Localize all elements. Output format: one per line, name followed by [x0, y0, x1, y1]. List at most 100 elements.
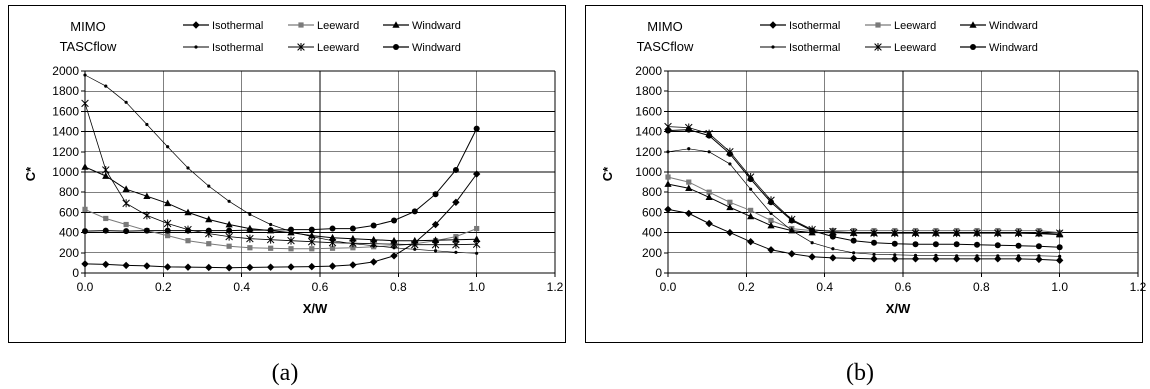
- data-point: [706, 189, 712, 195]
- data-point: [102, 165, 110, 174]
- data-point: [849, 228, 858, 237]
- y-tick-label: 0: [655, 266, 662, 280]
- data-point: [225, 232, 233, 241]
- data-point: [431, 240, 440, 249]
- data-point: [473, 125, 480, 132]
- data-point: [1014, 229, 1023, 238]
- y-tick-label: 0: [72, 266, 79, 280]
- data-point: [726, 203, 734, 211]
- data-point: [749, 187, 753, 191]
- x-tick-label: 0.2: [155, 280, 172, 294]
- data-point: [102, 260, 110, 269]
- data-point: [123, 228, 130, 235]
- data-point: [185, 238, 191, 244]
- data-point: [431, 236, 440, 243]
- data-point: [728, 162, 732, 166]
- data-point: [143, 227, 150, 234]
- legend-entry-label: Isothermal: [212, 20, 263, 32]
- data-point: [975, 254, 979, 258]
- data-point: [747, 176, 754, 183]
- data-point: [665, 127, 671, 134]
- data-point: [767, 221, 775, 229]
- data-point: [974, 241, 981, 248]
- legend-entry-label: Leeward: [894, 42, 936, 54]
- series-line-tascflow-windward: [667, 129, 1060, 248]
- data-point: [872, 252, 876, 256]
- data-point: [349, 239, 357, 248]
- legend-entry-label: Windward: [989, 20, 1038, 32]
- x-tick-label: 1.0: [468, 280, 485, 294]
- axes: [84, 71, 555, 274]
- y-tick-label: 2000: [635, 64, 662, 78]
- data-point: [349, 225, 356, 232]
- panel-caption: (b): [846, 360, 874, 386]
- data-point: [124, 100, 128, 104]
- data-point: [205, 215, 213, 223]
- x-tick-label: 0.0: [77, 280, 94, 294]
- x-tick-label: 0.6: [312, 280, 329, 294]
- y-tick-label: 1200: [635, 145, 662, 159]
- legend-entry-label: Windward: [412, 20, 461, 32]
- data-point: [122, 261, 130, 270]
- y-tick-label: 1200: [52, 145, 79, 159]
- y-tick-label: 1000: [635, 165, 662, 179]
- data-point: [934, 253, 938, 257]
- data-point: [665, 174, 671, 180]
- data-point: [808, 253, 816, 261]
- series-line-tascflow-isothermal: [667, 148, 1060, 257]
- data-point: [474, 225, 480, 232]
- data-point: [431, 220, 440, 229]
- data-point: [911, 229, 920, 238]
- series-line-tascflow-windward: [84, 128, 478, 232]
- data-point: [411, 208, 418, 215]
- legend-swatch-marker: [192, 21, 200, 29]
- data-point: [1016, 254, 1021, 258]
- data-point: [104, 84, 108, 88]
- data-point: [1056, 244, 1063, 251]
- data-point: [1015, 242, 1022, 249]
- y-tick-label: 1600: [52, 104, 79, 118]
- chart-panel-a: 0 200 400 600 800 1000 1200 1400 1600 1800 2000 0.0…: [8, 5, 566, 386]
- data-point: [452, 235, 460, 243]
- legend-swatch-marker: [298, 22, 304, 28]
- y-tick-label: 600: [59, 205, 79, 219]
- legend-entry-label: Leeward: [317, 20, 359, 32]
- data-point: [267, 227, 274, 234]
- series-line-tascflow-leeward: [84, 103, 477, 246]
- data-point: [226, 227, 233, 234]
- data-point: [891, 229, 899, 238]
- data-point: [165, 233, 171, 239]
- x-tick-label: 0.8: [390, 280, 407, 294]
- data-point: [184, 263, 192, 271]
- data-point: [248, 212, 252, 217]
- data-point: [932, 229, 940, 238]
- data-point: [475, 251, 479, 255]
- data-point: [1058, 254, 1062, 258]
- chart-panel-b: 0 200 400 600 800 1000 1200 1400 1600 1800 2000 0.0…: [585, 5, 1147, 386]
- data-point: [164, 227, 171, 234]
- data-point: [852, 251, 856, 255]
- legend-group-label: TASCflow: [637, 39, 694, 54]
- data-point: [185, 227, 192, 234]
- data-point: [433, 249, 438, 253]
- data-point: [685, 209, 693, 218]
- data-point: [269, 222, 273, 227]
- series-line-mimo-leeward: [667, 176, 1060, 234]
- data-point: [309, 246, 315, 252]
- data-point: [911, 255, 920, 263]
- data-point: [1035, 229, 1043, 238]
- x-tick-label: 0.8: [973, 280, 990, 294]
- data-point: [103, 215, 109, 222]
- legend-swatch-marker: [970, 44, 976, 50]
- legend-swatch-marker: [297, 43, 305, 51]
- data-point: [308, 226, 315, 233]
- x-tick-label: 0.4: [816, 280, 833, 294]
- data-point: [369, 239, 378, 248]
- data-point: [767, 246, 775, 254]
- data-point: [225, 264, 233, 272]
- data-point: [225, 220, 233, 228]
- data-point: [184, 208, 192, 216]
- data-point: [473, 235, 481, 242]
- legend-group-label: MIMO: [70, 19, 105, 34]
